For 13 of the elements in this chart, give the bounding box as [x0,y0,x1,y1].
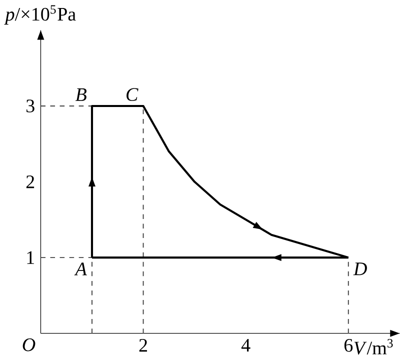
annotation: B [75,88,86,101]
y-tick-label: 2 [26,176,34,188]
text: O [22,338,36,352]
annotation: A [74,262,87,276]
x-tick-label: 6 [344,339,353,352]
x-tick-label: 2 [139,339,147,352]
y-axis-title: p/×10$^{5}$Pa [4,5,76,25]
annotation: D [353,262,367,276]
y-tick-label: 1 [27,251,34,264]
y-tick-label: 3 [26,100,34,112]
x-axis-title: V/m$^{3}$ [354,339,393,355]
x-tick-label: 4 [241,339,250,352]
annotation: C [126,88,138,101]
